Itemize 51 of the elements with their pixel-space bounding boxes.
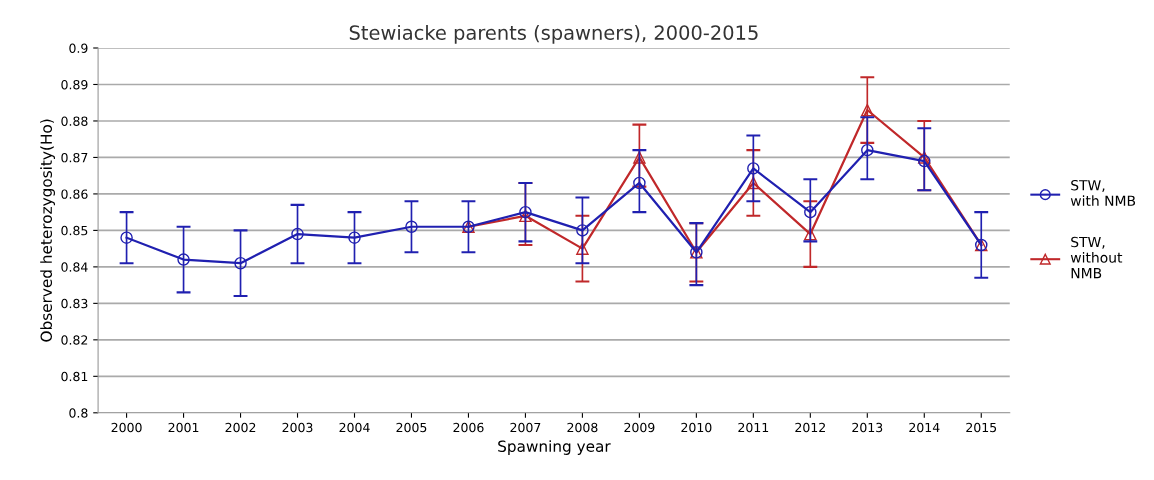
- point: [747, 176, 760, 190]
- x-tick-label: 2006: [453, 422, 484, 433]
- point: [804, 227, 817, 241]
- y-tick-label: 0.87: [61, 152, 88, 163]
- y-tick-label: 0.83: [61, 298, 88, 309]
- point: [633, 176, 646, 190]
- point: [576, 242, 589, 255]
- x-tick-label: 2012: [795, 422, 825, 433]
- x-tick-label: 2014: [909, 422, 940, 433]
- y-tick-label: 0.85: [61, 225, 88, 236]
- point: [234, 256, 247, 270]
- legend-label: STW, with NMB: [1070, 179, 1136, 206]
- legend-label: STW, without NMB: [1070, 236, 1123, 279]
- x-tick-label: 2007: [510, 422, 541, 433]
- x-tick-label: 2015: [966, 422, 997, 433]
- y-tick-label: 0.84: [61, 262, 88, 272]
- x-tick-label: 2001: [168, 422, 199, 433]
- point: [576, 224, 589, 237]
- point: [861, 103, 874, 117]
- y-tick-label: 0.86: [61, 189, 88, 199]
- point: [633, 151, 646, 164]
- point: [804, 205, 817, 219]
- x-tick-label: 2008: [567, 422, 598, 433]
- y-tick-label: 0.89: [61, 79, 88, 90]
- x-tick-label: 2003: [282, 422, 313, 433]
- x-tick-label: 2009: [624, 422, 655, 433]
- y-tick-label: 0.82: [61, 335, 88, 345]
- point: [861, 143, 874, 157]
- point: [747, 162, 760, 175]
- point: [519, 205, 532, 219]
- x-tick-label: 2011: [738, 422, 769, 433]
- x-tick-label: 2013: [852, 422, 883, 433]
- y-tick-label: 0.9: [69, 43, 88, 53]
- point: [405, 220, 418, 234]
- point: [918, 151, 931, 164]
- x-tick-label: 2002: [225, 422, 256, 433]
- x-tick-label: 2010: [681, 422, 712, 433]
- chart-title: Stewiacke parents (spawners), 2000-2015: [349, 24, 758, 44]
- y-axis-title: Observed heterozygosity(Ho): [40, 119, 55, 342]
- x-tick-label: 2000: [111, 422, 142, 433]
- x-tick-label: 2004: [339, 422, 370, 433]
- y-tick-label: 0.8: [69, 408, 88, 418]
- point: [120, 231, 133, 244]
- x-axis-title: Spawning year: [498, 440, 611, 455]
- x-tick-label: 2005: [396, 422, 427, 433]
- point: [348, 231, 361, 244]
- point: [291, 227, 304, 241]
- y-tick-label: 0.88: [61, 116, 88, 126]
- point: [177, 253, 190, 266]
- y-tick-label: 0.81: [61, 371, 88, 382]
- point: [918, 154, 931, 168]
